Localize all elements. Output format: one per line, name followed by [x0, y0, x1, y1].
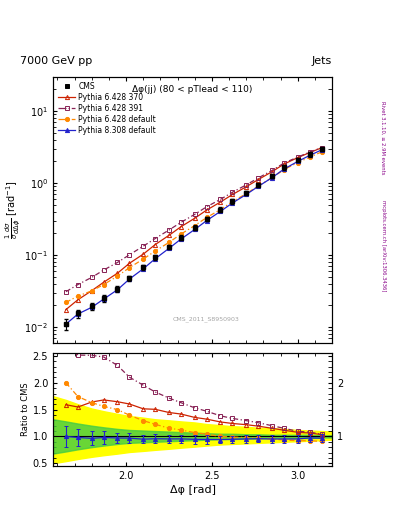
Pythia 6.428 370 — [244, 184, 249, 190]
Y-axis label: $\frac{1}{\sigma}\frac{d\sigma}{d\Delta\phi}\ [\mathrm{rad}^{-1}]$: $\frac{1}{\sigma}\frac{d\sigma}{d\Delta\… — [3, 180, 22, 240]
Pythia 8.308 default — [204, 218, 209, 224]
Pythia 6.428 370 — [153, 242, 158, 248]
Pythia 6.428 370 — [256, 177, 261, 183]
Pythia 6.428 370 — [282, 161, 286, 167]
Pythia 8.308 default — [270, 175, 274, 181]
Pythia 6.428 391 — [256, 175, 261, 181]
Pythia 6.428 default — [167, 239, 171, 245]
Pythia 8.308 default — [153, 255, 158, 262]
Pythia 6.428 370 — [270, 168, 274, 175]
Pythia 6.428 default — [115, 273, 120, 279]
Pythia 6.428 391 — [307, 149, 312, 155]
Line: Pythia 6.428 391: Pythia 6.428 391 — [64, 145, 324, 294]
Pythia 6.428 370 — [320, 145, 324, 151]
X-axis label: Δφ [rad]: Δφ [rad] — [169, 485, 216, 495]
Pythia 8.308 default — [192, 226, 197, 232]
Pythia 6.428 370 — [115, 270, 120, 276]
Pythia 6.428 391 — [89, 274, 94, 281]
Pythia 6.428 370 — [64, 307, 68, 313]
Pythia 6.428 391 — [230, 189, 235, 195]
Pythia 6.428 370 — [101, 279, 106, 285]
Pythia 6.428 370 — [141, 251, 145, 257]
Pythia 6.428 391 — [244, 182, 249, 188]
Pythia 6.428 370 — [218, 199, 223, 205]
Pythia 8.308 default — [75, 311, 80, 317]
Pythia 6.428 default — [204, 215, 209, 221]
Pythia 6.428 391 — [75, 282, 80, 288]
Pythia 6.428 default — [141, 256, 145, 262]
Pythia 6.428 default — [320, 149, 324, 155]
Text: 7000 GeV pp: 7000 GeV pp — [20, 56, 92, 66]
Pythia 8.308 default — [64, 321, 68, 327]
Pythia 6.428 default — [307, 154, 312, 160]
Pythia 6.428 370 — [75, 296, 80, 303]
Pythia 6.428 391 — [192, 211, 197, 218]
Text: CMS_2011_S8950903: CMS_2011_S8950903 — [173, 316, 240, 322]
Text: mcplots.cern.ch [arXiv:1306.3436]: mcplots.cern.ch [arXiv:1306.3436] — [381, 200, 386, 291]
Pythia 8.308 default — [127, 276, 132, 282]
Pythia 8.308 default — [115, 287, 120, 293]
Pythia 6.428 default — [64, 300, 68, 306]
Pythia 6.428 391 — [320, 144, 324, 151]
Pythia 8.308 default — [167, 245, 171, 251]
Pythia 6.428 default — [230, 199, 235, 205]
Pythia 8.308 default — [307, 152, 312, 158]
Text: Rivet 3.1.10, ≥ 2.9M events: Rivet 3.1.10, ≥ 2.9M events — [381, 101, 386, 175]
Text: Δφ(jj) (80 < pTlead < 110): Δφ(jj) (80 < pTlead < 110) — [132, 85, 253, 94]
Pythia 6.428 391 — [296, 154, 300, 160]
Text: Jets: Jets — [312, 56, 332, 66]
Pythia 8.308 default — [296, 158, 300, 164]
Pythia 6.428 default — [89, 288, 94, 294]
Pythia 8.308 default — [218, 208, 223, 215]
Line: Pythia 8.308 default: Pythia 8.308 default — [64, 148, 324, 326]
Pythia 6.428 370 — [204, 207, 209, 213]
Y-axis label: Ratio to CMS: Ratio to CMS — [21, 383, 30, 436]
Pythia 6.428 default — [244, 190, 249, 197]
Pythia 6.428 default — [179, 231, 184, 237]
Legend: CMS, Pythia 6.428 370, Pythia 6.428 391, Pythia 6.428 default, Pythia 8.308 defa: CMS, Pythia 6.428 370, Pythia 6.428 391,… — [57, 80, 158, 136]
Pythia 8.308 default — [179, 236, 184, 242]
Line: Pythia 6.428 default: Pythia 6.428 default — [64, 150, 324, 305]
Pythia 6.428 370 — [167, 232, 171, 239]
Pythia 6.428 default — [101, 282, 106, 288]
Pythia 6.428 391 — [127, 252, 132, 258]
Pythia 6.428 391 — [115, 260, 120, 266]
Pythia 6.428 391 — [64, 289, 68, 295]
Pythia 6.428 370 — [230, 191, 235, 198]
Pythia 6.428 391 — [141, 243, 145, 249]
Pythia 6.428 default — [153, 248, 158, 254]
Line: Pythia 6.428 370: Pythia 6.428 370 — [64, 146, 324, 312]
Pythia 6.428 default — [192, 223, 197, 229]
Pythia 6.428 default — [218, 206, 223, 212]
Pythia 8.308 default — [256, 183, 261, 189]
Pythia 6.428 default — [270, 175, 274, 181]
Pythia 6.428 default — [296, 160, 300, 166]
Pythia 6.428 391 — [101, 267, 106, 273]
Pythia 8.308 default — [230, 200, 235, 206]
Pythia 8.308 default — [141, 266, 145, 272]
Pythia 6.428 391 — [218, 196, 223, 202]
Pythia 6.428 default — [282, 166, 286, 173]
Pythia 6.428 391 — [167, 227, 171, 233]
Pythia 6.428 391 — [204, 204, 209, 210]
Pythia 6.428 391 — [282, 160, 286, 166]
Pythia 6.428 370 — [127, 260, 132, 266]
Pythia 6.428 370 — [89, 288, 94, 294]
Pythia 8.308 default — [244, 191, 249, 198]
Pythia 6.428 370 — [192, 215, 197, 221]
Pythia 8.308 default — [89, 304, 94, 310]
Pythia 6.428 391 — [270, 167, 274, 174]
Pythia 6.428 370 — [296, 155, 300, 161]
Pythia 6.428 default — [256, 183, 261, 189]
Pythia 6.428 391 — [179, 219, 184, 225]
Pythia 6.428 default — [127, 265, 132, 271]
Pythia 6.428 370 — [307, 150, 312, 156]
Pythia 6.428 default — [75, 293, 80, 299]
Pythia 8.308 default — [320, 147, 324, 153]
Pythia 8.308 default — [101, 296, 106, 302]
Pythia 6.428 391 — [153, 236, 158, 242]
Pythia 6.428 370 — [179, 224, 184, 230]
Pythia 8.308 default — [282, 166, 286, 172]
